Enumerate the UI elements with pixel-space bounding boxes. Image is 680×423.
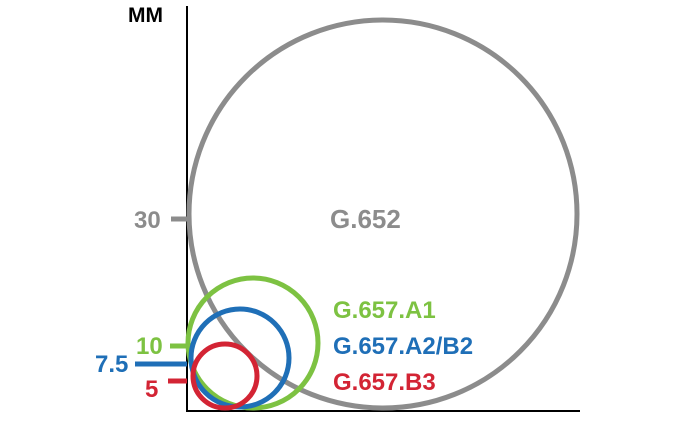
radius-label-7-5: 7.5 (95, 351, 128, 378)
circle-g657-a2b2 (188, 306, 292, 410)
circle-g657-a1 (185, 275, 321, 411)
label-g657-a2b2: G.657.A2/B2 (333, 333, 473, 360)
circle-g657-b3 (190, 341, 260, 411)
label-g657-a1: G.657.A1 (333, 297, 436, 324)
label-g652: G.652 (330, 204, 401, 234)
circle-g652 (186, 17, 580, 411)
radius-label-5: 5 (145, 376, 158, 403)
unit-label: MM (128, 4, 163, 27)
label-g657-b3: G.657.B3 (333, 369, 436, 396)
radius-label-30: 30 (134, 207, 161, 234)
radius-label-10: 10 (136, 333, 163, 360)
